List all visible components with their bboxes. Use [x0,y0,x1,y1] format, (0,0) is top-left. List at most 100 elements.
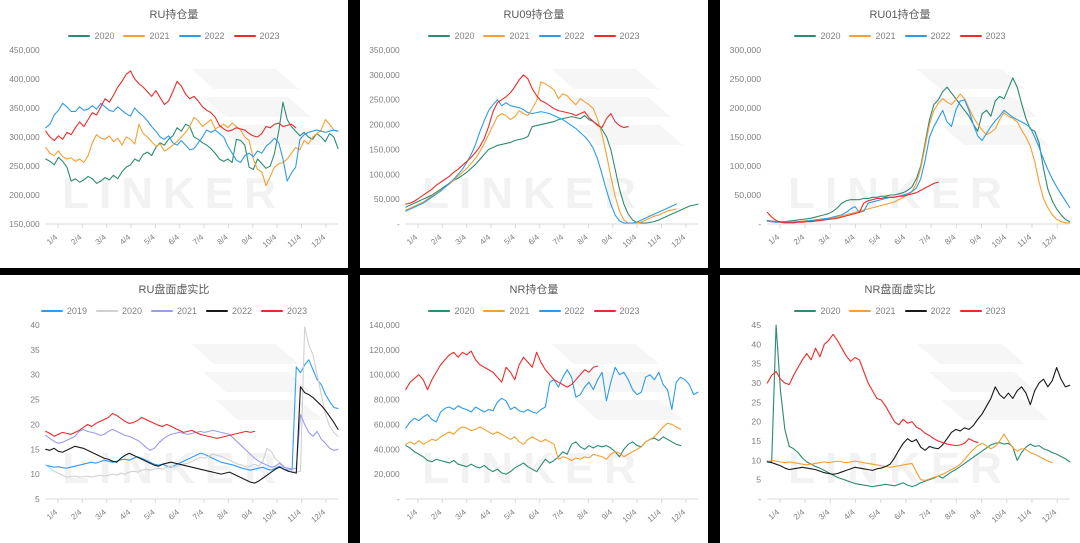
y-axis-tick-label: 350,000 [369,45,400,55]
legend-item[interactable]: 2022 [904,306,951,316]
legend-item[interactable]: 2023 [959,306,1006,316]
plot-area: - 20,000 40,000 60,000 80,000 100,000 120,000 1… [360,319,706,543]
legend-item[interactable]: 2020 [428,31,474,41]
y-axis-tick-label: 25 [751,397,761,407]
legend-swatch-icon [123,35,146,37]
x-axis-tick-label: 6/4 [527,507,542,521]
legend-label: 2023 [985,31,1006,41]
legend-item[interactable]: 2022 [904,31,951,41]
legend-item[interactable]: 2023 [261,306,307,316]
legend-label: 2021 [509,306,530,316]
x-axis-tick-label: 3/4 [94,507,109,521]
y-axis-tick-label: 250,000 [369,95,400,105]
chart-title: NR持仓量 [509,284,559,296]
y-axis-tick-label: 10 [751,455,761,465]
x-axis-tick-label: 12/4 [1040,232,1059,249]
legend-item[interactable]: 2020 [68,31,114,41]
x-axis-tick-label: 10/4 [990,507,1009,524]
series-line-2023 [405,350,599,391]
legend-item[interactable]: 2023 [593,31,640,41]
y-axis-tick-label: - [397,494,400,504]
legend-item[interactable]: 2022 [538,31,585,41]
x-axis-tick-label: 1/4 [767,507,782,521]
x-axis-tick-label: 1/4 [45,507,60,521]
legend-item[interactable]: 2021 [483,31,530,41]
x-axis-tick-label: 11/4 [286,507,304,524]
x-axis-tick-label: 7/4 [918,232,933,246]
legend-item[interactable]: 2020 [794,306,840,316]
legend-label: 2021 [509,31,530,41]
series-line-2021 [45,116,339,187]
legend-item[interactable]: 2021 [150,306,197,316]
legend-item[interactable]: 2023 [959,31,1006,41]
x-axis-tick-label: 8/4 [215,507,230,521]
y-axis-tick-label: 250,000 [9,161,40,171]
panel-ru-open-interest: LINKER RU持仓量 2020 2021 2022 2023 150,000 200,00… [0,0,348,268]
chart-svg: - 50,000 100,000 150,000 200,000 250,000 300,0… [369,45,699,250]
x-axis-tick-label: 10/4 [621,507,639,524]
legend-item[interactable]: 2021 [123,31,170,41]
legend-label: 2020 [820,31,841,41]
y-axis-tick-label: 100,000 [730,161,762,171]
y-axis-tick-label: - [397,219,400,229]
x-axis-tick-label: 8/4 [943,232,958,246]
panel-ru-paper-ratio: LINKER RU盘面虚实比 2019 2020 2021 2022 2023 5 10 15 20… [0,275,348,543]
y-axis-tick-label: 120,000 [369,345,400,355]
legend-item[interactable]: 2023 [593,306,640,316]
x-axis-tick-label: 7/4 [551,507,566,521]
chart-legend: 2020 2021 2022 2023 [360,306,708,316]
legend-item[interactable]: 2021 [849,306,896,316]
x-axis-tick-label: 5/4 [142,507,157,521]
x-axis-tick-label: 9/4 [968,507,983,521]
x-axis-tick-label: 9/4 [600,507,615,521]
legend-item[interactable]: 2021 [849,31,896,41]
x-axis-tick-label: 5/4 [867,232,882,246]
panel-nr-paper-ratio: LINKER NR盘面虚实比 2020 2021 2022 2023-5 10 15 20 25 3… [720,275,1080,543]
y-axis-tick-label: 35 [751,359,761,369]
plot-area: 150,000 200,000 250,000 300,000 350,000 400,0… [0,44,346,268]
legend-swatch-icon [849,35,872,37]
legend-item[interactable]: 2019 [40,306,87,316]
y-axis-tick-label: 40,000 [374,444,400,454]
y-axis-tick-label: 30 [751,378,761,388]
y-axis-tick-label: 30 [30,370,40,380]
panel-divider-vertical [708,275,720,543]
legend-item[interactable]: 2022 [538,306,585,316]
legend-item[interactable]: 2020 [95,306,142,316]
series-line-2020 [45,101,339,184]
legend-item[interactable]: 2020 [428,306,474,316]
chart-legend: 2020 2021 2022 2023 [0,31,348,41]
legend-item[interactable]: 2020 [794,31,840,41]
series-line-2021 [766,433,1053,481]
plot-area: - 5 10 15 20 25 30 35 40 45 1/4 2/4 3/4 4/4 5/4 6/4 7/4 8… [720,319,1078,543]
y-axis-tick-label: 200,000 [369,120,400,130]
y-axis-tick-label: 20,000 [374,469,400,479]
x-axis-tick-label: 10/4 [990,232,1009,249]
y-axis-tick-label: 150,000 [369,144,400,154]
legend-label: 2020 [94,31,115,41]
legend-label: 2022 [930,31,951,41]
y-axis-tick-label: 20 [30,419,40,429]
y-axis-tick-label: 5 [756,475,761,485]
y-axis-tick-label: 50,000 [374,194,400,204]
chart-title: NR盘面虚实比 [864,284,936,296]
plot-area: - 50,000 100,000 150,000 200,000 250,000 300,0… [360,44,706,268]
x-axis-tick-label: 12/4 [670,507,688,524]
legend-label: 2020 [454,306,475,316]
x-axis-tick-label: 2/4 [429,507,444,521]
legend-item[interactable]: 2021 [483,306,530,316]
series-line-2022 [45,386,339,484]
series-line-2020 [766,324,1071,488]
legend-item[interactable]: 2022 [178,31,225,41]
legend-item[interactable]: 2022 [206,306,252,316]
y-axis-tick-label: 50,000 [734,190,761,200]
y-axis-tick-label: 15 [751,436,761,446]
legend-swatch-icon [794,35,817,37]
legend-swatch-icon [483,310,506,312]
x-axis-tick-label: 8/4 [575,507,590,521]
legend-item[interactable]: 2023 [233,31,280,41]
x-axis-tick-label: 5/4 [142,232,157,246]
x-axis-tick-label: 5/4 [867,507,882,521]
y-axis-tick-label: 300,000 [369,70,400,80]
x-axis-tick-label: 4/4 [842,232,857,246]
